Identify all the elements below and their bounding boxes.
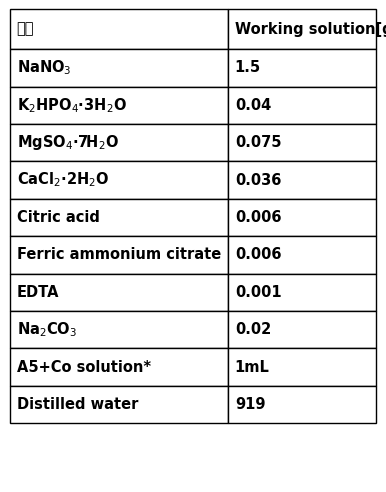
Bar xyxy=(228,124,376,161)
Bar xyxy=(10,274,228,311)
Text: NaNO$_3$: NaNO$_3$ xyxy=(17,59,71,77)
Bar xyxy=(228,161,376,199)
Bar xyxy=(228,386,376,423)
Text: Ferric ammonium citrate: Ferric ammonium citrate xyxy=(17,247,221,262)
Text: MgSO$_4$·7H$_2$O: MgSO$_4$·7H$_2$O xyxy=(17,133,119,152)
Text: 1.5: 1.5 xyxy=(235,61,261,75)
Text: Distilled water: Distilled water xyxy=(17,397,138,412)
Text: Na$_2$CO$_3$: Na$_2$CO$_3$ xyxy=(17,320,77,339)
Bar xyxy=(228,9,376,49)
Bar xyxy=(228,348,376,386)
Bar xyxy=(228,311,376,348)
Bar xyxy=(10,386,228,423)
Bar xyxy=(228,274,376,311)
Bar xyxy=(10,49,228,87)
Text: Working solution[g/L]: Working solution[g/L] xyxy=(235,22,386,36)
Bar xyxy=(228,49,376,87)
Bar xyxy=(10,161,228,199)
Bar xyxy=(10,124,228,161)
Text: K$_2$HPO$_4$·3H$_2$O: K$_2$HPO$_4$·3H$_2$O xyxy=(17,96,126,115)
Text: 0.04: 0.04 xyxy=(235,98,271,113)
Text: 0.036: 0.036 xyxy=(235,173,281,187)
Bar xyxy=(10,236,228,274)
Text: 0.02: 0.02 xyxy=(235,322,271,337)
Text: 919: 919 xyxy=(235,397,265,412)
Bar xyxy=(10,199,228,236)
Bar xyxy=(10,311,228,348)
Text: CaCl$_2$·2H$_2$O: CaCl$_2$·2H$_2$O xyxy=(17,171,109,189)
Text: 成分: 成分 xyxy=(17,22,34,36)
Text: Citric acid: Citric acid xyxy=(17,210,100,225)
Bar xyxy=(10,87,228,124)
Text: A5+Co solution*: A5+Co solution* xyxy=(17,360,151,374)
Text: EDTA: EDTA xyxy=(17,285,59,300)
Bar xyxy=(228,199,376,236)
Bar xyxy=(228,236,376,274)
Bar xyxy=(228,87,376,124)
Text: 0.001: 0.001 xyxy=(235,285,281,300)
Text: 1mL: 1mL xyxy=(235,360,270,374)
Text: 0.006: 0.006 xyxy=(235,210,281,225)
Bar xyxy=(10,9,228,49)
Bar xyxy=(10,348,228,386)
Text: 0.006: 0.006 xyxy=(235,247,281,262)
Text: 0.075: 0.075 xyxy=(235,135,281,150)
